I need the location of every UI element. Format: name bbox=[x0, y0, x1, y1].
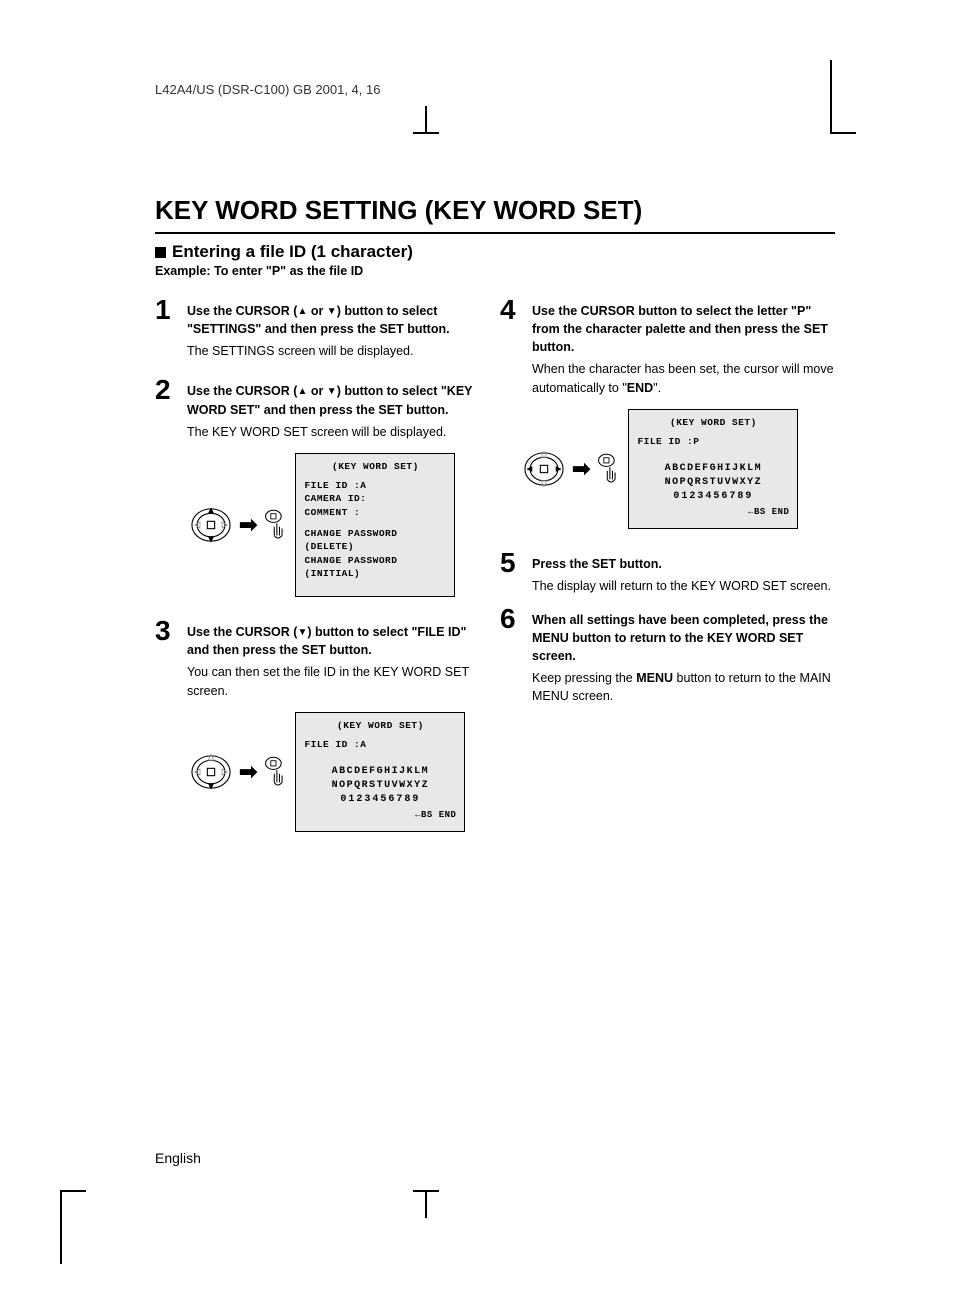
screen-title: (KEY WORD SET) bbox=[304, 719, 456, 732]
step-body: Use the CURSOR (▼) button to select "FIL… bbox=[187, 617, 485, 700]
t: MENU bbox=[636, 671, 673, 685]
step-num: 4 bbox=[500, 296, 522, 324]
step-num: 6 bbox=[500, 605, 522, 633]
arrow-right-icon: ➡ bbox=[239, 759, 257, 785]
step-3: 3 Use the CURSOR (▼) button to select "F… bbox=[155, 617, 485, 700]
step-plain: The SETTINGS screen will be displayed. bbox=[187, 342, 485, 360]
arrow-right-icon: ➡ bbox=[572, 456, 590, 482]
t: or bbox=[307, 384, 326, 398]
up-triangle-icon: ▲ bbox=[297, 385, 307, 400]
screen-fileid-p: (KEY WORD SET) FILE ID :P ABCDEFGHIJKLM … bbox=[628, 409, 798, 529]
step-plain: When the character has been set, the cur… bbox=[532, 360, 835, 396]
doc-header: L42A4/US (DSR-C100) GB 2001, 4, 16 bbox=[155, 82, 835, 97]
screen-row-3: ➡ (KEY WORD SET) FILE ID :A ABCDEFGHIJKL… bbox=[189, 712, 485, 832]
example-line: Example: To enter "P" as the file ID bbox=[155, 264, 363, 278]
bullet-icon bbox=[155, 247, 166, 258]
palette-line: ABCDEFGHIJKLM bbox=[304, 765, 456, 779]
step-bold: When all settings have been completed, p… bbox=[532, 613, 828, 663]
screen-row-2: ➡ (KEY WORD SET) FILE ID :A CAMERA ID: C… bbox=[189, 453, 485, 597]
subtitle: Entering a file ID (1 character) bbox=[172, 242, 413, 262]
step-num: 3 bbox=[155, 617, 177, 645]
press-button-icon bbox=[263, 507, 289, 543]
screen-line: COMMENT : bbox=[304, 506, 446, 519]
step-5: 5 Press the SET button. The display will… bbox=[500, 549, 835, 595]
t: END bbox=[627, 381, 653, 395]
screen-keyword-set: (KEY WORD SET) FILE ID :A CAMERA ID: COM… bbox=[295, 453, 455, 597]
step-2: 2 Use the CURSOR (▲ or ▼) button to sele… bbox=[155, 376, 485, 440]
up-triangle-icon: ▲ bbox=[297, 305, 307, 320]
step-body: Use the CURSOR button to select the lett… bbox=[532, 296, 835, 397]
palette-line: 0123456789 bbox=[637, 490, 789, 504]
down-triangle-icon: ▼ bbox=[297, 626, 307, 641]
cursor-updown-icon bbox=[189, 503, 233, 547]
step-4: 4 Use the CURSOR button to select the le… bbox=[500, 296, 835, 397]
cursor-down-icon bbox=[189, 750, 233, 794]
screen-line: FILE ID :A bbox=[304, 479, 446, 492]
step-plain: The display will return to the KEY WORD … bbox=[532, 577, 831, 595]
down-triangle-icon: ▼ bbox=[327, 385, 337, 400]
screen-line: FILE ID :A bbox=[304, 738, 456, 751]
step-plain: You can then set the file ID in the KEY … bbox=[187, 663, 485, 699]
cursor-leftright-icon bbox=[522, 447, 566, 491]
t: Keep pressing the bbox=[532, 671, 636, 685]
palette-line: NOPQRSTUVWXYZ bbox=[637, 476, 789, 490]
step-body: When all settings have been completed, p… bbox=[532, 605, 835, 706]
t: Use the CURSOR ( bbox=[187, 384, 297, 398]
screen-line: CHANGE PASSWORD (DELETE) bbox=[304, 527, 446, 554]
step-6: 6 When all settings have been completed,… bbox=[500, 605, 835, 706]
press-button-icon bbox=[596, 451, 622, 487]
step-num: 1 bbox=[155, 296, 177, 324]
press-button-icon bbox=[263, 754, 289, 790]
down-triangle-icon: ▼ bbox=[327, 305, 337, 320]
t: When the character has been set, the cur… bbox=[532, 362, 834, 394]
screen-row-4: ➡ (KEY WORD SET) FILE ID :P ABCDEFGHIJKL… bbox=[522, 409, 835, 529]
screen-line: FILE ID :P bbox=[637, 435, 789, 448]
t: Use the CURSOR ( bbox=[187, 625, 297, 639]
page-title: KEY WORD SETTING (KEY WORD SET) bbox=[155, 195, 835, 234]
arrow-right-icon: ➡ bbox=[239, 512, 257, 538]
t: ". bbox=[653, 381, 661, 395]
step-1: 1 Use the CURSOR (▲ or ▼) button to sele… bbox=[155, 296, 485, 360]
palette-line: ABCDEFGHIJKLM bbox=[637, 462, 789, 476]
screen-title: (KEY WORD SET) bbox=[304, 460, 446, 473]
screen-fileid-a: (KEY WORD SET) FILE ID :A ABCDEFGHIJKLM … bbox=[295, 712, 465, 832]
step-body: Press the SET button. The display will r… bbox=[532, 549, 831, 595]
bs-end: ←BS END bbox=[637, 506, 789, 519]
screen-line: CAMERA ID: bbox=[304, 492, 446, 505]
palette-line: NOPQRSTUVWXYZ bbox=[304, 779, 456, 793]
step-plain: Keep pressing the MENU button to return … bbox=[532, 669, 835, 705]
step-body: Use the CURSOR (▲ or ▼) button to select… bbox=[187, 376, 485, 440]
step-bold: Press the SET button. bbox=[532, 557, 662, 571]
step-num: 5 bbox=[500, 549, 522, 577]
subtitle-row: Entering a file ID (1 character) bbox=[155, 242, 413, 262]
step-plain: The KEY WORD SET screen will be displaye… bbox=[187, 423, 485, 441]
bs-end: ←BS END bbox=[304, 809, 456, 822]
palette-line: 0123456789 bbox=[304, 793, 456, 807]
screen-line: CHANGE PASSWORD (INITIAL) bbox=[304, 554, 446, 581]
footer-language: English bbox=[155, 1150, 201, 1166]
t: or bbox=[307, 304, 326, 318]
step-body: Use the CURSOR (▲ or ▼) button to select… bbox=[187, 296, 485, 360]
step-bold: Use the CURSOR button to select the lett… bbox=[532, 304, 828, 354]
step-num: 2 bbox=[155, 376, 177, 404]
t: Use the CURSOR ( bbox=[187, 304, 297, 318]
screen-title: (KEY WORD SET) bbox=[637, 416, 789, 429]
